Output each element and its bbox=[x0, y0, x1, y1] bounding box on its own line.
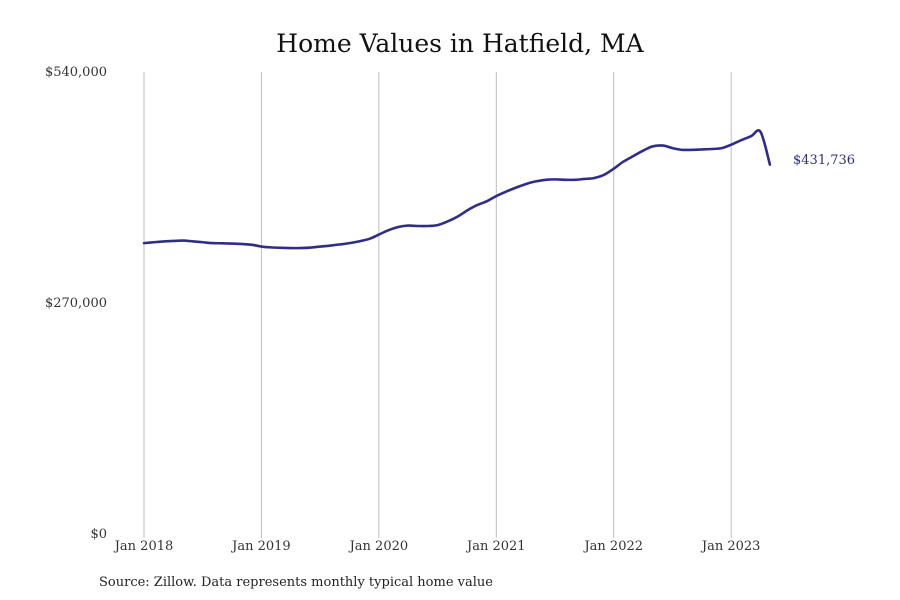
x-tick-label: Jan 2021 bbox=[465, 539, 526, 554]
y-tick-label: $0 bbox=[90, 527, 107, 542]
x-tick-label: Jan 2023 bbox=[700, 539, 761, 554]
chart-title: Home Values in Hatfield, MA bbox=[276, 29, 644, 58]
y-tick-label: $540,000 bbox=[45, 65, 107, 80]
y-tick-label: $270,000 bbox=[45, 296, 107, 311]
x-tick-label: Jan 2022 bbox=[582, 539, 643, 554]
source-note: Source: Zillow. Data represents monthly … bbox=[99, 575, 493, 590]
grid bbox=[143, 72, 732, 538]
series bbox=[142, 129, 772, 250]
series-end-label: $431,736 bbox=[793, 153, 855, 168]
x-tick-label: Jan 2019 bbox=[230, 539, 291, 554]
x-axis: Jan 2018 Jan 2019 Jan 2020 Jan 2021 Jan 2022… bbox=[113, 539, 761, 554]
x-tick-label: Jan 2020 bbox=[348, 539, 409, 554]
series-line bbox=[142, 129, 772, 250]
y-axis: $0 $270,000 $540,000 bbox=[45, 65, 107, 542]
x-tick-label: Jan 2018 bbox=[113, 539, 174, 554]
